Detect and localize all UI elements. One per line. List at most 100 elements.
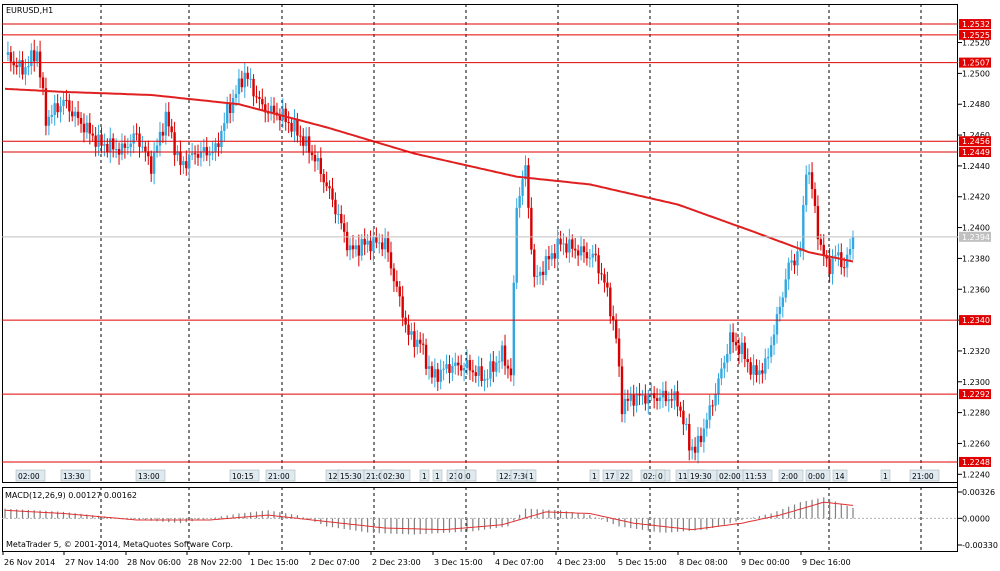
candle-body bbox=[851, 236, 855, 250]
candle-body bbox=[848, 249, 852, 255]
candle-body bbox=[185, 161, 188, 169]
x-tick-label: 1 Dec 15:00 bbox=[250, 558, 299, 567]
candle-body bbox=[477, 366, 480, 376]
candle-body bbox=[109, 138, 112, 153]
candle-body bbox=[176, 151, 179, 156]
candle-body bbox=[27, 66, 30, 68]
candle-body bbox=[217, 143, 220, 147]
bar-time-tag-box bbox=[135, 469, 166, 482]
candle-body bbox=[708, 405, 711, 420]
candle-body bbox=[813, 189, 817, 207]
candle-body bbox=[723, 362, 726, 369]
candle-body bbox=[635, 393, 638, 406]
candle-body bbox=[737, 345, 741, 355]
candle-body bbox=[433, 369, 437, 378]
candle-body bbox=[632, 394, 635, 406]
y-tick-label: 1.2260 bbox=[962, 439, 990, 448]
candle-body bbox=[126, 147, 130, 149]
candle-body bbox=[161, 131, 165, 136]
candle-body bbox=[740, 342, 744, 355]
candle-body bbox=[287, 122, 290, 124]
bar-time-tag: 12:17 bbox=[499, 472, 521, 481]
bar-time-tag-box bbox=[265, 469, 296, 482]
candle-body bbox=[512, 282, 515, 376]
candle-body bbox=[579, 246, 583, 256]
bar-time-tag-box bbox=[60, 469, 91, 482]
candle-body bbox=[606, 282, 609, 288]
candle-body bbox=[398, 286, 401, 297]
candle-body bbox=[255, 96, 258, 98]
candle-body bbox=[82, 123, 86, 133]
candle-body bbox=[658, 397, 662, 401]
candle-body bbox=[600, 273, 603, 275]
candle-body bbox=[831, 256, 834, 275]
candle-body bbox=[103, 143, 106, 146]
candle-body bbox=[114, 149, 118, 151]
candle-body bbox=[614, 319, 618, 339]
candle-body bbox=[442, 368, 445, 370]
candle-body bbox=[369, 240, 372, 252]
candle-body bbox=[787, 262, 790, 280]
candle-body bbox=[68, 100, 71, 112]
candle-body bbox=[91, 133, 94, 136]
candle-body bbox=[594, 253, 597, 256]
price-level-tag bbox=[959, 29, 991, 40]
price-level-tag bbox=[959, 57, 991, 68]
candle-body bbox=[147, 151, 150, 157]
candle-body bbox=[15, 65, 18, 68]
candle-body bbox=[728, 332, 732, 355]
candle-body bbox=[451, 365, 454, 373]
chart-title: EURUSD,H1 bbox=[6, 6, 53, 15]
candle-body bbox=[395, 281, 399, 287]
candle-body bbox=[228, 103, 232, 114]
candle-body bbox=[348, 245, 352, 251]
candle-body bbox=[24, 67, 27, 75]
candle-body bbox=[497, 361, 501, 363]
candle-body bbox=[214, 143, 217, 152]
candle-body bbox=[544, 256, 548, 276]
candle-body bbox=[790, 260, 793, 263]
candle-body bbox=[375, 236, 378, 243]
candle-body bbox=[538, 271, 542, 276]
candle-body bbox=[258, 96, 261, 99]
candle-body bbox=[664, 390, 668, 402]
x-tick-label: 4 Dec 07:00 bbox=[495, 558, 544, 567]
candle-body bbox=[749, 362, 752, 375]
candle-body bbox=[799, 249, 802, 252]
bar-time-tag: 02:00 bbox=[18, 472, 40, 481]
candle-body bbox=[158, 131, 162, 146]
candle-body bbox=[676, 391, 679, 407]
candle-body bbox=[237, 78, 241, 95]
candle-body bbox=[278, 115, 282, 121]
candle-body bbox=[220, 131, 223, 147]
candle-body bbox=[843, 267, 846, 269]
candle-body bbox=[21, 60, 24, 75]
candle-body bbox=[802, 205, 805, 250]
bar-time-tag: 13:30 bbox=[63, 472, 85, 481]
price-level-label: 1.2292 bbox=[962, 390, 990, 399]
candle-body bbox=[758, 370, 761, 376]
candle-body bbox=[65, 100, 68, 102]
candle-body bbox=[588, 257, 592, 259]
candle-body bbox=[106, 143, 109, 153]
y-tick-label: 1.2520 bbox=[962, 39, 990, 48]
candle-body bbox=[445, 364, 448, 369]
candle-body bbox=[509, 368, 513, 376]
macd-y-tick-label: -0.00330 bbox=[962, 541, 998, 550]
bar-time-tag-box bbox=[805, 469, 831, 482]
candle-body bbox=[620, 366, 624, 415]
price-level-tag bbox=[959, 136, 991, 147]
candle-body bbox=[574, 248, 577, 251]
candle-body bbox=[334, 199, 337, 215]
candle-body bbox=[404, 317, 407, 325]
candle-body bbox=[471, 370, 475, 373]
candle-body bbox=[585, 252, 589, 259]
candle-body bbox=[167, 111, 170, 127]
bar-time-tag-box bbox=[526, 469, 537, 482]
bar-time-tag-box bbox=[617, 469, 633, 482]
candle-body bbox=[617, 338, 621, 367]
candle-body bbox=[123, 143, 127, 148]
candle-body bbox=[568, 239, 571, 253]
bar-time-tag: 17 bbox=[605, 472, 615, 481]
